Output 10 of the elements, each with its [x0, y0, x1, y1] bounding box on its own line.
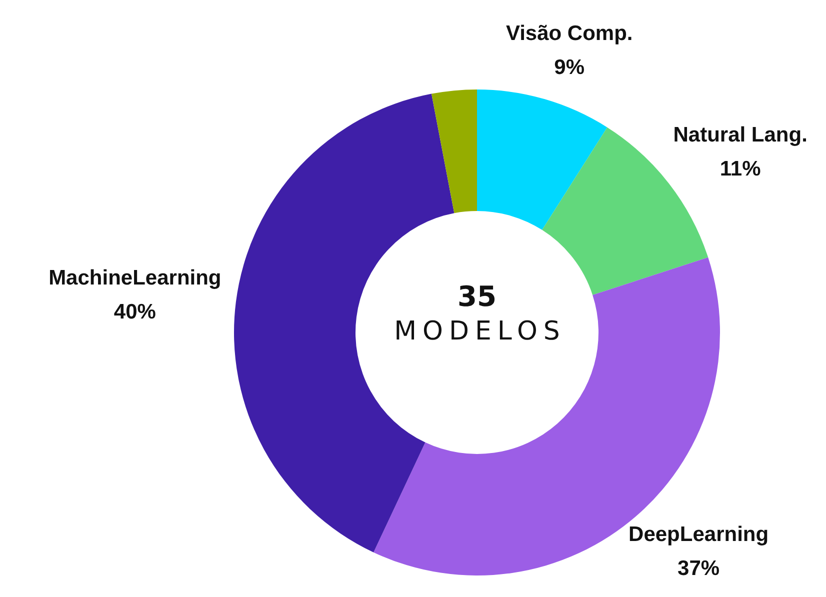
slice-label: Natural Lang. — [673, 124, 808, 147]
text: MODELOS — [394, 316, 566, 346]
text: 35 — [458, 280, 496, 313]
slice-label: MachineLearning — [48, 266, 222, 290]
slice-label: DeepLearning — [628, 523, 769, 546]
data-label: 11% — [720, 158, 762, 181]
data-label: 9% — [554, 56, 585, 79]
data-label: 37% — [678, 557, 720, 580]
slice-label: Visão Comp. — [506, 22, 633, 45]
data-label: 40% — [114, 300, 156, 324]
